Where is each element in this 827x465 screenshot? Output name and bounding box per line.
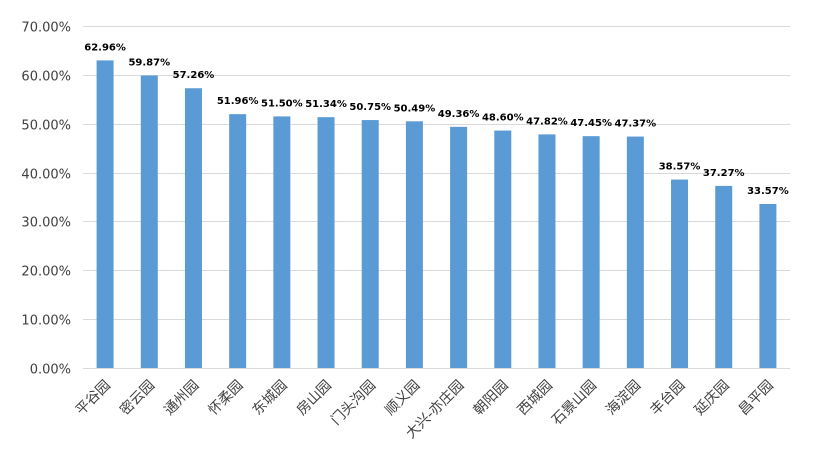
data-label: 59.87% [128, 57, 170, 68]
x-tick-label: 西城园 [515, 378, 556, 419]
x-tick-label: 丰台园 [647, 378, 688, 419]
data-label: 33.57% [747, 186, 789, 197]
bar [317, 117, 335, 368]
y-tick-label: 0.00% [30, 363, 71, 378]
x-tick-label: 东城园 [250, 378, 291, 419]
bar [405, 121, 423, 368]
bar [140, 75, 158, 369]
bar [361, 120, 379, 368]
bar [671, 179, 689, 368]
bar [626, 136, 644, 368]
data-label: 51.50% [261, 98, 303, 109]
data-label: 51.96% [217, 96, 259, 107]
data-label: 37.27% [703, 168, 745, 179]
y-tick-label: 70.00% [21, 21, 71, 36]
x-tick-label: 石景山园 [549, 378, 600, 429]
data-labels: 62.96%59.87%57.26% 51.96% 51.50% 51.34% 50.7… [84, 42, 788, 197]
x-tick-label: 延庆园 [692, 378, 733, 419]
bar [494, 130, 512, 368]
bar [273, 116, 291, 368]
data-label: 47.37% [615, 119, 657, 130]
y-tick-label: 60.00% [21, 70, 71, 85]
x-tick-label: 朝阳园 [471, 378, 512, 419]
x-tick-label: 密云园 [116, 377, 158, 419]
x-tick-label: 海淀园 [603, 378, 644, 419]
x-tick-label: 怀柔园 [205, 378, 246, 419]
bar [450, 126, 468, 368]
data-label: 50.49% [394, 103, 436, 114]
y-tick-label: 40.00% [21, 168, 71, 183]
bar [538, 134, 556, 368]
bar [184, 88, 202, 369]
data-label: 38.57% [659, 162, 701, 173]
x-tick-label: 平谷园 [73, 378, 114, 419]
x-tick-label: 昌平园 [736, 378, 777, 419]
y-tick-label: 10.00% [21, 314, 71, 329]
y-axis: 0.00% 10.00% 20.00% 30.00% 40.00% 50.00% 60.00… [21, 21, 71, 378]
bar [759, 203, 777, 368]
data-label: 57.26% [173, 70, 215, 81]
bar [96, 60, 114, 369]
data-label: 47.82% [526, 116, 568, 127]
data-label: 47.45% [570, 118, 612, 129]
bar [715, 185, 733, 368]
y-tick-label: 30.00% [21, 216, 71, 231]
data-label: 50.75% [349, 102, 391, 113]
x-tick-label: 门头沟园 [328, 378, 379, 429]
bars [96, 60, 777, 369]
data-label: 51.34% [305, 99, 347, 110]
bar [229, 114, 247, 368]
x-tick-label: 顺义园 [382, 378, 423, 419]
data-label: 48.60% [482, 113, 524, 124]
y-tick-label: 20.00% [21, 265, 71, 280]
x-tick-label: 通州园 [161, 378, 202, 419]
bar [582, 136, 600, 368]
y-tick-label: 50.00% [21, 119, 71, 134]
data-label: 49.36% [438, 109, 480, 120]
data-label: 62.96% [84, 42, 126, 53]
x-tick-label: 房山园 [294, 378, 335, 419]
